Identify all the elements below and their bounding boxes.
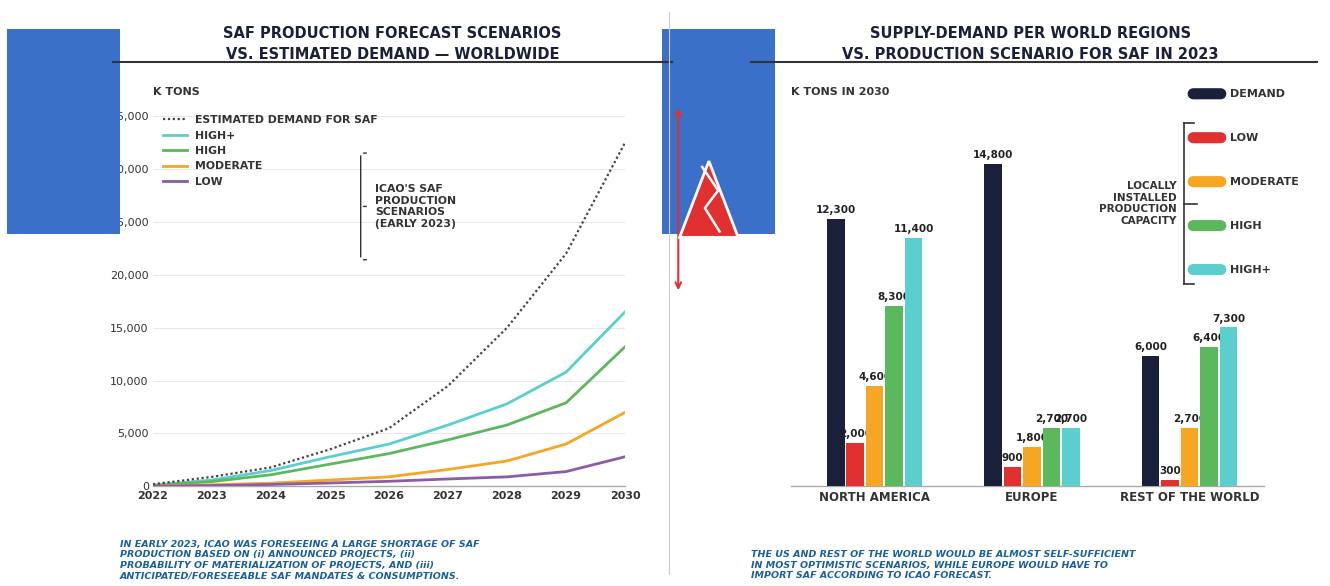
Text: LOW: LOW bbox=[1230, 132, 1258, 143]
Bar bbox=[827, 219, 845, 486]
Text: MODERATE: MODERATE bbox=[1230, 176, 1299, 187]
FancyBboxPatch shape bbox=[660, 24, 778, 240]
Text: K TONS IN 2030: K TONS IN 2030 bbox=[791, 87, 890, 97]
Text: HIGH+: HIGH+ bbox=[1230, 264, 1271, 275]
Text: 2,000: 2,000 bbox=[839, 429, 871, 439]
Text: 900: 900 bbox=[1001, 453, 1023, 463]
Text: HIGH: HIGH bbox=[1230, 220, 1262, 231]
Text: 4,600: 4,600 bbox=[858, 372, 891, 382]
Bar bbox=[846, 443, 864, 486]
Text: 300: 300 bbox=[1160, 466, 1181, 476]
Bar bbox=[866, 386, 883, 486]
Text: IN EARLY 2023, ICAO WAS FORESEEING A LARGE SHORTAGE OF SAF
PRODUCTION BASED ON (: IN EARLY 2023, ICAO WAS FORESEEING A LAR… bbox=[120, 540, 479, 580]
Text: 8,300: 8,300 bbox=[878, 292, 911, 302]
Text: 6,000: 6,000 bbox=[1134, 342, 1166, 352]
Bar bbox=[1004, 467, 1021, 486]
Text: 7,300: 7,300 bbox=[1212, 314, 1245, 323]
Text: 6,400: 6,400 bbox=[1192, 333, 1225, 343]
Text: LOCALLY
INSTALLED
PRODUCTION
CAPACITY: LOCALLY INSTALLED PRODUCTION CAPACITY bbox=[1100, 181, 1177, 226]
Text: 12,300: 12,300 bbox=[815, 205, 857, 214]
Bar bbox=[1141, 356, 1160, 486]
Text: 14,800: 14,800 bbox=[974, 151, 1013, 161]
Text: SUPPLY-DEMAND PER WORLD REGIONS: SUPPLY-DEMAND PER WORLD REGIONS bbox=[870, 26, 1192, 42]
Bar bbox=[1063, 428, 1080, 486]
Bar bbox=[1161, 480, 1178, 486]
Bar bbox=[1220, 328, 1237, 486]
Text: K TONS: K TONS bbox=[153, 87, 200, 97]
Bar bbox=[904, 239, 922, 486]
Text: 11,400: 11,400 bbox=[894, 224, 934, 234]
Text: 2,700: 2,700 bbox=[1055, 414, 1088, 424]
FancyBboxPatch shape bbox=[4, 24, 122, 240]
Text: SAF PRODUCTION FORECAST SCENARIOS: SAF PRODUCTION FORECAST SCENARIOS bbox=[223, 26, 561, 42]
Text: DEMAND: DEMAND bbox=[1230, 88, 1285, 99]
Text: 1,800: 1,800 bbox=[1016, 433, 1048, 443]
Bar bbox=[1181, 428, 1198, 486]
Bar bbox=[1200, 347, 1218, 486]
Legend: ESTIMATED DEMAND FOR SAF, HIGH+, HIGH, MODERATE, LOW: ESTIMATED DEMAND FOR SAF, HIGH+, HIGH, M… bbox=[158, 111, 382, 191]
Text: ICAO'S SAF
PRODUCTION
SCENARIOS
(EARLY 2023): ICAO'S SAF PRODUCTION SCENARIOS (EARLY 2… bbox=[375, 184, 456, 229]
Text: 2,700: 2,700 bbox=[1035, 414, 1068, 424]
Text: THE US AND REST OF THE WORLD WOULD BE ALMOST SELF-SUFFICIENT
IN MOST OPTIMISTIC : THE US AND REST OF THE WORLD WOULD BE AL… bbox=[751, 550, 1136, 580]
Text: VS. PRODUCTION SCENARIO FOR SAF IN 2023: VS. PRODUCTION SCENARIO FOR SAF IN 2023 bbox=[842, 47, 1220, 62]
Bar bbox=[886, 306, 903, 486]
Text: VS. ESTIMATED DEMAND — WORLDWIDE: VS. ESTIMATED DEMAND — WORLDWIDE bbox=[226, 47, 559, 62]
Bar bbox=[1023, 447, 1041, 486]
Text: 2,700: 2,700 bbox=[1173, 414, 1206, 424]
Bar bbox=[1043, 428, 1060, 486]
Text: BASED ON EARLY
2023 SITUATION: BASED ON EARLY 2023 SITUATION bbox=[666, 97, 771, 166]
Bar bbox=[984, 164, 1001, 486]
Text: BASED ON EARLY
2023 SITUATION: BASED ON EARLY 2023 SITUATION bbox=[11, 97, 116, 166]
